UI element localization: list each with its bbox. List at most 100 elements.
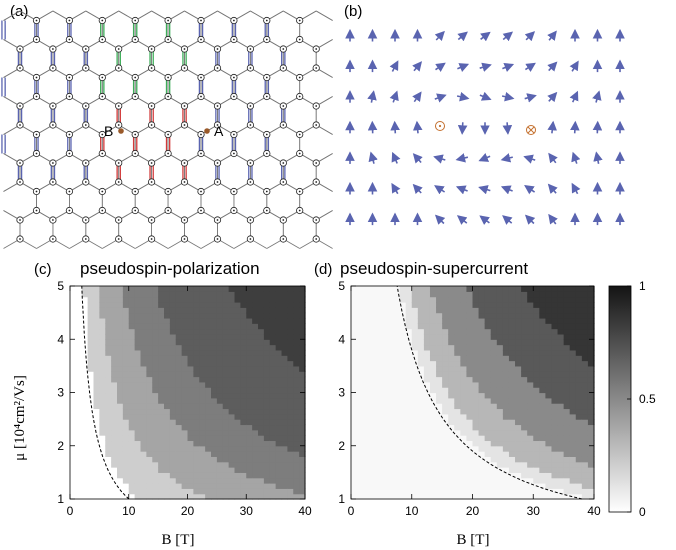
heatmap-cell <box>363 467 370 473</box>
heatmap-cell <box>484 456 492 463</box>
heatmap-cell <box>563 472 571 479</box>
heatmap-cell <box>557 333 565 340</box>
heatmap-cell <box>423 286 431 292</box>
heatmap-cell <box>496 408 504 415</box>
heatmap-cell <box>423 451 431 457</box>
heatmap-cell <box>496 424 504 431</box>
heatmap-cell <box>140 456 147 463</box>
heatmap-cell <box>502 461 510 468</box>
heatmap-cell <box>275 317 283 324</box>
heatmap-cell <box>246 440 253 447</box>
heatmap-cell <box>527 323 534 330</box>
heatmap-cell <box>405 349 413 356</box>
heatmap-cell <box>87 403 95 410</box>
heatmap-cell <box>281 312 288 319</box>
heatmap-cell <box>146 424 153 431</box>
heatmap-cell <box>411 301 419 308</box>
pseudospin-arrow <box>433 154 446 164</box>
heatmap-cell <box>521 413 528 420</box>
lattice-site-dot <box>167 19 170 22</box>
heatmap-cell <box>299 312 306 319</box>
heatmap-cell <box>240 472 247 479</box>
heatmap-cell <box>199 440 206 447</box>
heatmap-cell <box>533 312 540 319</box>
heatmap-cell <box>405 296 413 303</box>
heatmap-cell <box>111 493 118 500</box>
heatmap-cell <box>275 333 283 340</box>
heatmap-cell <box>545 349 553 356</box>
heatmap-cell <box>75 477 83 484</box>
heatmap-cell <box>246 291 253 298</box>
heatmap-cell <box>448 424 455 431</box>
lattice-site-dot <box>134 95 137 98</box>
heatmap-cell <box>508 286 516 292</box>
heatmap-cell <box>117 323 124 330</box>
heatmap-cell <box>405 435 413 442</box>
heatmap-cell <box>472 440 480 447</box>
heatmap-cell <box>187 397 194 404</box>
heatmap-cell <box>164 429 171 436</box>
heatmap-cell <box>527 365 534 372</box>
heatmap-cell <box>269 435 277 442</box>
heatmap-cell <box>369 488 376 495</box>
heatmap-cell <box>375 333 382 340</box>
heatmap-cell <box>478 461 486 468</box>
heatmap-cell <box>181 328 189 335</box>
heatmap-cell <box>134 296 142 303</box>
y-tick-label: 1 <box>338 492 345 506</box>
heatmap-cell <box>429 472 437 479</box>
heatmap-cell <box>466 371 474 378</box>
heatmap-cell <box>252 371 259 378</box>
heatmap-cell <box>99 291 106 298</box>
heatmap-cell <box>140 467 147 473</box>
heatmap-cell <box>551 408 559 415</box>
heatmap-cell <box>117 451 124 457</box>
heatmap-cell <box>557 323 565 330</box>
heatmap-cell <box>293 307 300 314</box>
heatmap-cell <box>222 381 230 388</box>
heatmap-cell <box>234 349 241 356</box>
heatmap-cell <box>234 472 241 479</box>
heatmap-cell <box>228 413 236 420</box>
heatmap-cell <box>527 429 534 436</box>
heatmap-cell <box>545 435 553 442</box>
heatmap-cell <box>134 323 142 330</box>
heatmap-cell <box>87 408 95 415</box>
lattice-site-dot <box>167 190 170 193</box>
heatmap-cell <box>252 456 259 463</box>
heatmap-cell <box>111 456 118 463</box>
heatmap-cell <box>442 456 449 463</box>
heatmap-cell <box>587 286 595 292</box>
heatmap-cell <box>539 312 546 319</box>
heatmap-cell <box>105 339 112 346</box>
heatmap-cell <box>411 355 419 362</box>
heatmap-cell <box>175 387 183 394</box>
heatmap-cell <box>75 333 83 340</box>
heatmap-cell <box>369 445 376 452</box>
heatmap-cell <box>351 323 358 330</box>
heatmap-cell <box>515 392 522 399</box>
heatmap-cell <box>527 424 534 431</box>
heatmap-cell <box>222 424 230 431</box>
heatmap-cell <box>575 365 583 372</box>
x-tick-label: 0 <box>67 504 74 518</box>
heatmap-cell <box>240 307 247 314</box>
heatmap-cell <box>551 355 559 362</box>
heatmap-cell <box>533 397 540 404</box>
heatmap-cell <box>258 323 265 330</box>
heatmap-cell <box>275 488 283 495</box>
pseudospin-arrow <box>547 120 558 134</box>
heatmap-cell <box>122 408 130 415</box>
heatmap-cell <box>423 296 431 303</box>
lattice-site-dot <box>101 19 104 22</box>
lattice-site-dot <box>216 238 219 240</box>
panel-c-title: pseudospin-polarization <box>80 259 260 278</box>
heatmap-cell <box>234 296 241 303</box>
heatmap-cell <box>551 467 559 473</box>
heatmap-cell <box>490 301 498 308</box>
heatmap-cell <box>472 376 480 383</box>
heatmap-cell <box>442 360 449 367</box>
heatmap-cell <box>527 312 534 319</box>
pseudospin-arrow <box>412 153 423 164</box>
heatmap-cell <box>81 472 89 479</box>
